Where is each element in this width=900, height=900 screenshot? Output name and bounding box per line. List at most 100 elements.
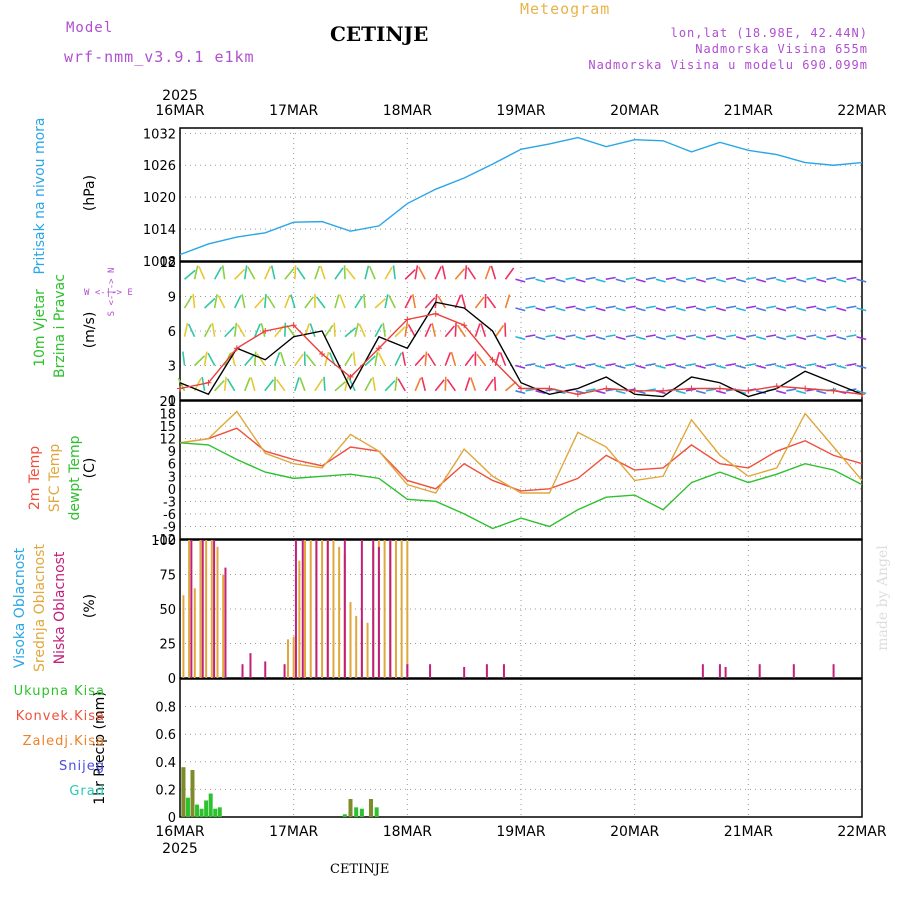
wind-arrow: [214, 380, 225, 392]
gust-marker: [546, 385, 553, 392]
wind-arrow: [304, 296, 314, 309]
wind-arrow: [364, 378, 373, 392]
wind-arrow: [476, 353, 487, 366]
data-bar: [368, 799, 373, 817]
wind-arrow: [414, 377, 422, 392]
wind-arrow: [401, 351, 406, 366]
wind-arrow: [437, 295, 446, 309]
wind-arrow: [314, 378, 324, 392]
wind-arrow: [786, 388, 797, 392]
wind-arrow: [204, 297, 216, 309]
wind-arrow: [480, 323, 487, 337]
wind-arrow: [493, 376, 497, 391]
wind-arrow: [444, 325, 455, 338]
wind-arrow: [305, 353, 316, 366]
wind-arrow: [535, 278, 546, 283]
wind-arrow: [776, 364, 787, 369]
wind-arrow: [183, 322, 189, 337]
wind-arrow: [826, 362, 837, 367]
wind-arrow: [345, 267, 356, 280]
wind-arrow: [645, 362, 656, 367]
wind-arrow: [776, 390, 787, 395]
wind-arrow: [467, 267, 477, 280]
wind-arrow: [525, 305, 536, 309]
wind-arrow: [756, 335, 767, 341]
wind-arrow: [595, 307, 606, 312]
wind-arrow: [565, 362, 576, 367]
wind-arrow: [715, 335, 726, 341]
wind-arrow: [846, 334, 857, 338]
data-bar: [301, 540, 304, 678]
gust-marker: [432, 310, 439, 317]
data-bar: [718, 664, 721, 678]
x-tick-label-bottom: 16MAR: [155, 824, 204, 840]
wind-arrow: [685, 362, 697, 367]
wind-arrow: [595, 390, 606, 395]
data-bar: [758, 664, 761, 678]
wind-arrow: [424, 297, 436, 309]
wind-arrow: [816, 278, 827, 283]
wind-arrow: [499, 352, 507, 366]
wind-arrow: [344, 353, 353, 366]
wind-arrow: [735, 307, 747, 312]
wind-arrow: [675, 335, 686, 341]
data-bar: [249, 653, 252, 678]
wind-arrow: [394, 326, 406, 338]
wind-arrow: [836, 278, 847, 283]
wind-arrow: [826, 334, 837, 338]
wind-arrow: [474, 296, 485, 309]
wind-arrow: [575, 364, 586, 369]
wind-arrow: [846, 305, 857, 309]
footer-station: CETINJE: [330, 862, 390, 877]
wind-arrow: [234, 268, 246, 280]
wind-arrow: [319, 265, 326, 280]
wind-arrow: [525, 388, 536, 392]
wind-arrow: [796, 307, 807, 312]
data-bar: [338, 546, 341, 678]
series-line: [179, 427, 863, 492]
wind-arrow: [233, 295, 242, 309]
wind-arrow: [675, 278, 686, 283]
data-bar: [190, 770, 195, 817]
wind-arrow: [836, 335, 847, 341]
wind-arrow: [675, 390, 686, 395]
wind-arrow: [456, 324, 467, 338]
gust-marker: [290, 322, 297, 329]
data-bar: [485, 664, 488, 678]
x-tick-label-bottom: 22MAR: [837, 824, 886, 840]
data-bar: [188, 540, 191, 678]
wind-arrow: [290, 294, 296, 309]
wind-arrow: [299, 377, 306, 392]
wind-arrow: [515, 335, 526, 341]
wind-arrow: [221, 265, 226, 280]
wind-arrow: [605, 334, 616, 338]
wind-arrow: [525, 276, 536, 281]
model-elevation-label: Nadmorska Visina u modelu 690.099m: [588, 58, 868, 72]
wind-arrow: [404, 268, 416, 280]
wind-arrow: [715, 278, 726, 283]
wind-arrow: [213, 266, 223, 280]
wind-arrow: [615, 364, 626, 369]
wind-arrow: [184, 269, 196, 280]
data-bar: [222, 574, 225, 678]
wind-arrow: [625, 334, 636, 338]
wind-arrow: [394, 352, 403, 366]
wind-arrow: [247, 266, 256, 280]
wind-arrow: [856, 390, 867, 395]
data-bar: [298, 560, 301, 678]
precip-legend-item: Ukupna Kisa: [13, 684, 105, 699]
wind-arrow: [192, 293, 196, 309]
x-tick-label-bottom: 17MAR: [269, 824, 318, 840]
gust-marker: [603, 385, 610, 392]
gust-marker: [830, 387, 837, 394]
data-bar: [343, 540, 346, 678]
data-bar: [294, 540, 297, 678]
gust-marker: [518, 385, 524, 392]
data-bar: [205, 540, 208, 678]
x-tick-label-top: 20MAR: [610, 103, 659, 119]
wind-arrow: [806, 362, 817, 367]
data-bar: [400, 540, 403, 678]
wind-arrow: [324, 351, 330, 366]
station-title: CETINJE: [330, 22, 429, 46]
wind-arrow: [237, 324, 246, 338]
